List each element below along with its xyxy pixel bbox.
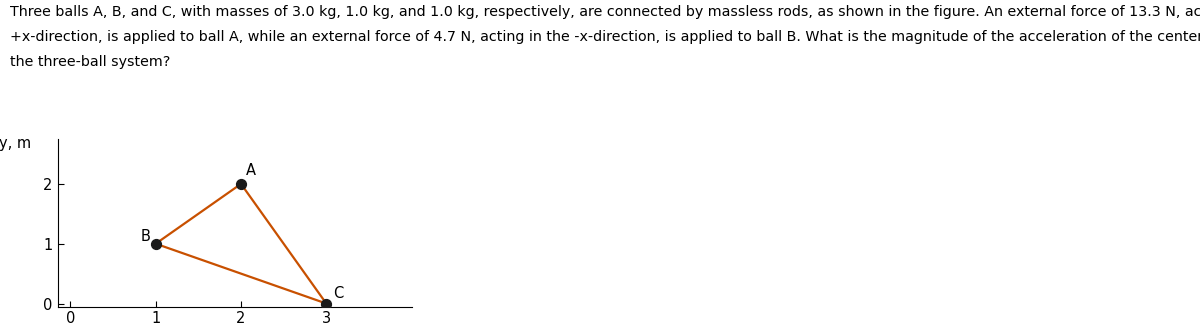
- Text: C: C: [334, 286, 343, 301]
- Text: A: A: [246, 163, 256, 178]
- Text: Three balls A, B, and C, with masses of 3.0 kg, 1.0 kg, and 1.0 kg, respectively: Three balls A, B, and C, with masses of …: [10, 5, 1200, 19]
- Text: B: B: [140, 229, 150, 244]
- Point: [232, 181, 251, 187]
- Y-axis label: y, m: y, m: [0, 136, 31, 151]
- Text: +x-direction, is applied to ball A, while an external force of 4.7 N, acting in : +x-direction, is applied to ball A, whil…: [10, 30, 1200, 44]
- Text: the three-ball system?: the three-ball system?: [10, 55, 170, 69]
- Point: [317, 301, 336, 306]
- Point: [146, 241, 166, 247]
- X-axis label: x, m: x, m: [218, 332, 251, 335]
